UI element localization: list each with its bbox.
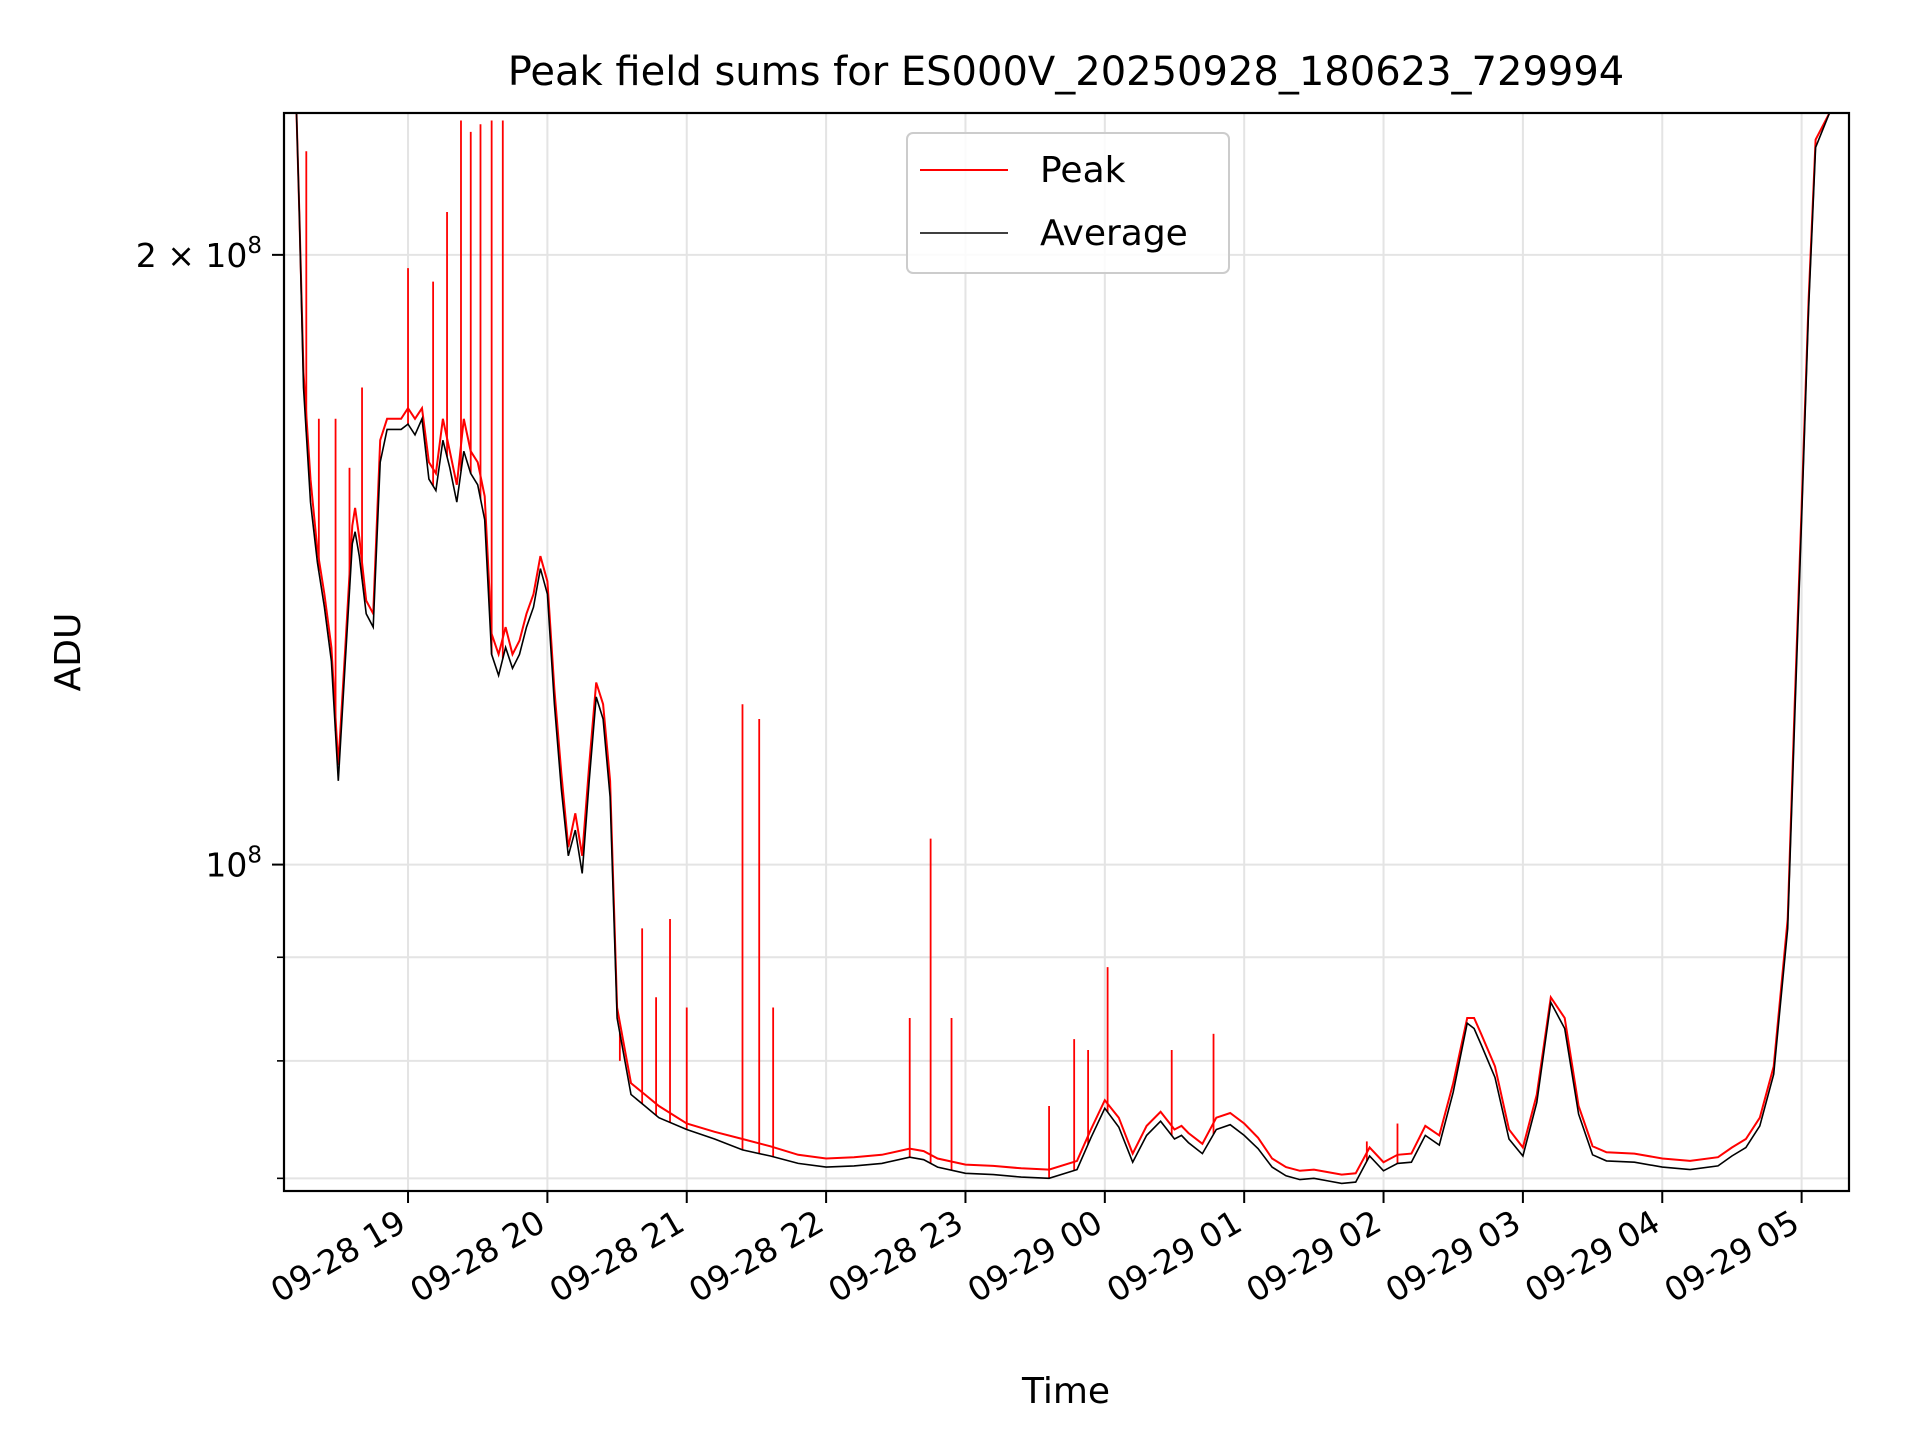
- y-tick-label: 108: [205, 843, 262, 885]
- plot-area: [285, 113, 1844, 1185]
- series-line-average: [285, 113, 1844, 1185]
- plot-frame: [282, 111, 1851, 1193]
- peak-spikes: [305, 120, 1399, 1179]
- legend-label-average: Average: [1040, 213, 1188, 254]
- y-axis-label: ADU: [48, 613, 89, 692]
- y-tick-label: 2 × 108: [136, 233, 262, 275]
- grid-layer: [284, 113, 1849, 1191]
- chart-title: Peak field sums for ES000V_20250928_1806…: [508, 49, 1625, 95]
- legend-label-peak: Peak: [1040, 150, 1126, 191]
- series-line-peak: [285, 113, 1844, 1176]
- x-axis-label: Time: [1021, 1371, 1110, 1412]
- y-axis-ticks: 2 × 108 108: [136, 233, 284, 1180]
- legend-box: [906, 132, 1230, 274]
- legend: Peak Average: [906, 132, 1230, 274]
